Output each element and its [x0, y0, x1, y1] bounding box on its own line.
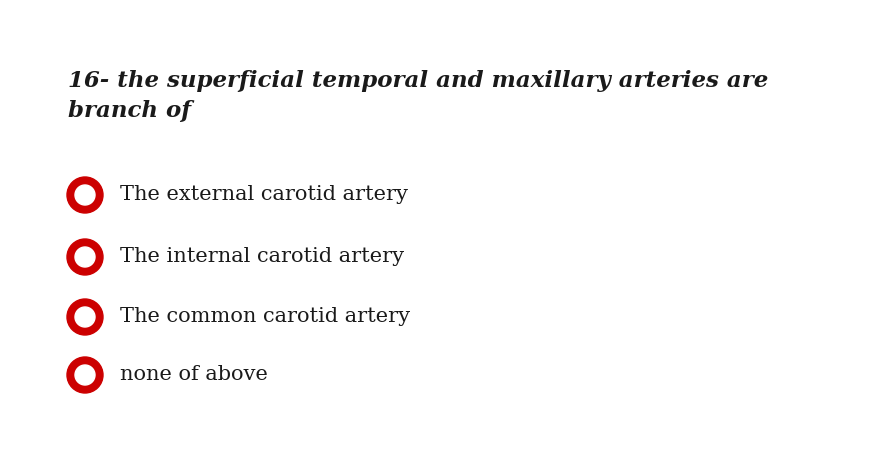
Text: The internal carotid artery: The internal carotid artery [120, 247, 404, 266]
Circle shape [67, 357, 103, 393]
Circle shape [75, 365, 95, 385]
Text: branch of: branch of [68, 100, 191, 122]
Circle shape [67, 299, 103, 335]
Text: The external carotid artery: The external carotid artery [120, 186, 408, 205]
Circle shape [75, 247, 95, 267]
Circle shape [75, 307, 95, 327]
Circle shape [67, 239, 103, 275]
Circle shape [67, 177, 103, 213]
Text: The common carotid artery: The common carotid artery [120, 307, 411, 326]
Circle shape [75, 185, 95, 205]
Text: none of above: none of above [120, 365, 268, 384]
Text: 16- the superficial temporal and maxillary arteries are: 16- the superficial temporal and maxilla… [68, 70, 768, 92]
